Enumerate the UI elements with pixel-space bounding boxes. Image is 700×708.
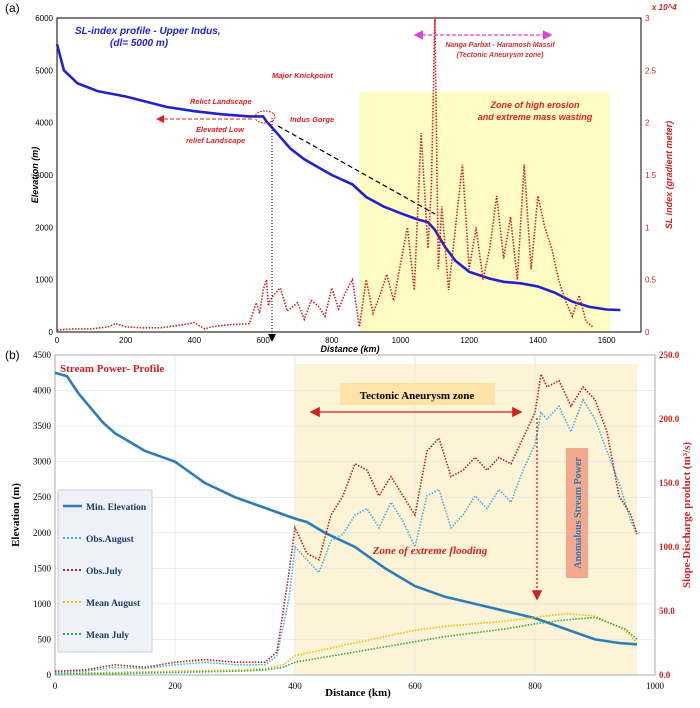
knickpoint-label: Major Knickpoint <box>272 71 333 80</box>
panel-b-ylabel-right: Slope-Discharge product (m³/s) <box>681 442 693 588</box>
y-tick-label: 0 <box>47 670 52 680</box>
legend-label: Obs.August <box>86 535 135 545</box>
gorge-dashed-line <box>277 125 436 215</box>
panel-a-ylabel-right: SL index (gradient meter) <box>664 121 674 229</box>
gorge-label: Indus Gorge <box>290 115 334 124</box>
panel-a-xlabel: Distance (km) <box>320 344 379 354</box>
x-tick-label: 400 <box>188 336 202 345</box>
y-right-tick-label: 2.5 <box>645 66 657 75</box>
x-tick-label: 1000 <box>646 681 665 691</box>
y-tick-label: 0 <box>49 328 54 337</box>
panel-a-ylabel: Elevation (m) <box>30 147 40 204</box>
y-tick-label: 1000 <box>35 276 53 285</box>
y-right-tick-label: 1.5 <box>645 171 657 180</box>
panel-a: (a) SL-index profile - Upper Indus, (dl=… <box>5 1 677 354</box>
legend: Min. Elevation Obs.August Obs.July Mean Aug… <box>57 489 153 653</box>
y-right-tick-label: 3 <box>645 14 650 23</box>
x-tick-label: 1200 <box>460 336 478 345</box>
y-tick-label: 4500 <box>33 350 52 360</box>
panel-b-plot-frame <box>54 354 656 676</box>
panel-b-label: (b) <box>5 348 20 362</box>
legend-label: Min. Elevation <box>86 503 147 513</box>
y-tick-label: 1500 <box>33 563 52 573</box>
y-tick-label: 3000 <box>35 171 53 180</box>
series-line-mean-august <box>54 612 638 675</box>
flooding-label: Zone of extreme flooding <box>372 545 488 557</box>
x-tick-label: 0 <box>55 336 60 345</box>
series-line-elevation-profile <box>55 43 621 312</box>
x-tick-label: 600 <box>256 336 270 345</box>
y-tick-label: 2000 <box>33 528 52 538</box>
zone-label-2: and extreme mass wasting <box>478 112 593 122</box>
knickpoint-circle <box>254 110 276 124</box>
relict-label: Relict Landscape <box>190 97 252 106</box>
y-right-tick-label: 50.0 <box>659 606 675 616</box>
y-tick-label: 3000 <box>33 457 52 467</box>
y-right-tick-label: 100.0 <box>659 542 680 552</box>
y-tick-label: 4000 <box>33 386 52 396</box>
y-right-tick-label: 1 <box>645 223 650 232</box>
elevated-label-2: relief Landscape <box>186 136 245 145</box>
x-tick-label: 1000 <box>392 336 410 345</box>
y-right-tick-label: 0 <box>645 328 650 337</box>
panel-a-plot-frame <box>56 17 642 333</box>
anomalous-label: Anomalous Stream Power <box>573 457 584 569</box>
panel-b-title: Stream Power- Profile <box>60 363 164 375</box>
y-right-tick-label: 0.5 <box>645 276 657 285</box>
panel-a-subtitle: (dl= 5000 m) <box>110 38 169 49</box>
x-tick-label: 1400 <box>529 336 547 345</box>
series-line-sl-index <box>56 17 594 331</box>
legend-label: Obs.July <box>86 567 122 577</box>
elevated-label-1: Elevated Low <box>196 125 245 134</box>
panel-a-label: (a) <box>5 1 20 15</box>
panel-a-right-exponent: x 10^4 <box>651 3 677 12</box>
x-tick-label: 200 <box>168 681 182 691</box>
aneurysm-label-box <box>340 383 495 405</box>
anomalous-label-box <box>566 448 588 578</box>
y-right-tick-label: 2 <box>645 119 650 128</box>
x-tick-label: 1600 <box>598 336 616 345</box>
y-tick-label: 1000 <box>33 599 52 609</box>
series-line-mean-july <box>55 616 638 675</box>
panel-b-xlabel: Distance (km) <box>325 687 391 699</box>
aneurysm-label: Tectonic Aneurysm zone <box>360 390 475 402</box>
y-tick-label: 5000 <box>35 66 53 75</box>
x-tick-label: 600 <box>408 681 422 691</box>
panel-a-shaded-zone <box>359 92 611 332</box>
series-line-obs-july <box>54 371 638 672</box>
y-tick-label: 500 <box>38 634 52 644</box>
y-tick-label: 2500 <box>33 492 52 502</box>
x-tick-label: 800 <box>325 336 339 345</box>
legend-label: Mean August <box>86 599 141 609</box>
x-tick-label: 200 <box>119 336 133 345</box>
y-tick-label: 4000 <box>35 119 53 128</box>
y-right-tick-label: 250.0 <box>659 350 680 360</box>
panel-b-ylabel: Elevation (m) <box>10 483 22 547</box>
massif-label-1: Nanga Parbat - Haramosh Massif <box>445 42 555 49</box>
zone-label-1: Zone of high erosion <box>490 100 580 110</box>
legend-label: Mean July <box>86 631 129 641</box>
panel-b: (b) Stream Power- Profile Distance (km) … <box>5 348 693 699</box>
legend-box <box>57 489 153 653</box>
y-right-tick-label: 200.0 <box>659 414 680 424</box>
y-tick-label: 6000 <box>35 14 53 23</box>
x-tick-label: 0 <box>53 681 58 691</box>
series-line-obs-august <box>54 398 638 674</box>
y-right-tick-label: 150.0 <box>659 478 680 488</box>
panel-a-title: SL-index profile - Upper Indus, <box>75 26 221 37</box>
y-right-tick-label: 0.0 <box>659 670 671 680</box>
y-tick-label: 3500 <box>33 421 52 431</box>
x-tick-label: 400 <box>288 681 302 691</box>
massif-label-2: (Tectonic Aneurysm zone) <box>457 52 545 59</box>
y-tick-label: 2000 <box>35 223 53 232</box>
x-tick-label: 800 <box>528 681 542 691</box>
